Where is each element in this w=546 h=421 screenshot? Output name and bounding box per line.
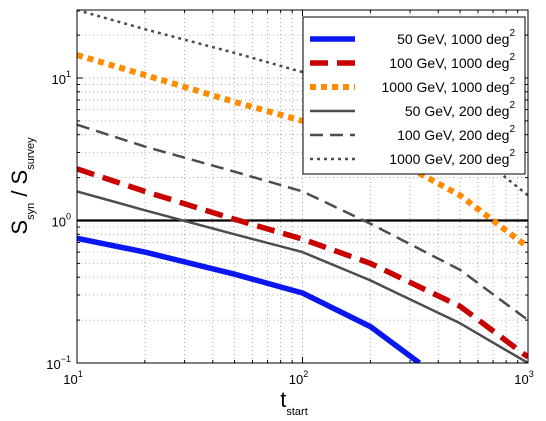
series-line-1 (77, 235, 422, 363)
legend-label-exponent: 2 (509, 100, 515, 111)
x-tick-label: 103 (514, 369, 533, 387)
legend-label-text: 50 GeV, 1000 deg (397, 31, 509, 47)
y-axis-label-sub2: survey (25, 137, 37, 170)
y-tick-label-exponent: −1 (61, 354, 71, 364)
y-tick-label-base: 10 (46, 357, 60, 372)
y-axis-label-main2: / S (7, 170, 32, 203)
tick-marks (76, 9, 528, 364)
legend-label-text: 1000 GeV, 200 deg (389, 151, 509, 167)
y-axis-label-sub1: syn (25, 203, 37, 220)
x-axis-label: tstart (280, 387, 308, 418)
legend-label-1: 50 GeV, 1000 deg2 (397, 28, 515, 47)
x-tick-label-base: 10 (63, 372, 77, 387)
legend-label-text: 1000 GeV, 1000 deg (382, 79, 510, 95)
legend-label-exponent: 2 (509, 124, 515, 135)
y-tick-label-exponent: 0 (66, 211, 71, 221)
legend-label-text: 100 GeV, 200 deg (397, 127, 509, 143)
y-axis-label: Ssyn / Ssurvey (7, 137, 37, 235)
x-axis-label-main: t (280, 387, 286, 412)
y-tick-label: 10−1 (46, 354, 71, 372)
legend-label-exponent: 2 (509, 28, 515, 39)
legend-label-4: 50 GeV, 200 deg2 (405, 100, 516, 119)
y-tick-label: 100 (52, 211, 71, 229)
legend-box (302, 16, 526, 175)
series-line-5 (77, 123, 528, 322)
legend-label-exponent: 2 (509, 76, 515, 87)
legend-label-5: 100 GeV, 200 deg2 (397, 124, 515, 143)
legend-label-text: 50 GeV, 200 deg (405, 103, 510, 119)
y-tick-label: 101 (52, 69, 71, 87)
y-tick-label-exponent: 1 (66, 69, 71, 79)
series-line-2 (77, 166, 528, 360)
series-line-4 (77, 190, 528, 363)
x-tick-label-exponent: 3 (529, 369, 534, 379)
legend-label-text: 100 GeV, 1000 deg (389, 55, 509, 71)
x-axis-label-sub: start (286, 406, 307, 418)
x-tick-label: 101 (63, 369, 82, 387)
legend-label-exponent: 2 (509, 148, 515, 159)
y-axis-label-main1: S (7, 220, 32, 235)
legend-label-exponent: 2 (509, 52, 515, 63)
x-tick-label-base: 10 (289, 372, 303, 387)
y-tick-label-base: 10 (52, 214, 66, 229)
x-tick-label-exponent: 1 (78, 369, 83, 379)
y-tick-label-base: 10 (52, 72, 66, 87)
legend-label-3: 1000 GeV, 1000 deg2 (382, 76, 516, 95)
x-tick-label-exponent: 2 (303, 369, 308, 379)
legend-label-6: 1000 GeV, 200 deg2 (389, 148, 515, 167)
legend-label-2: 100 GeV, 1000 deg2 (389, 52, 515, 71)
x-tick-label-base: 10 (514, 372, 528, 387)
x-tick-label: 102 (289, 369, 308, 387)
